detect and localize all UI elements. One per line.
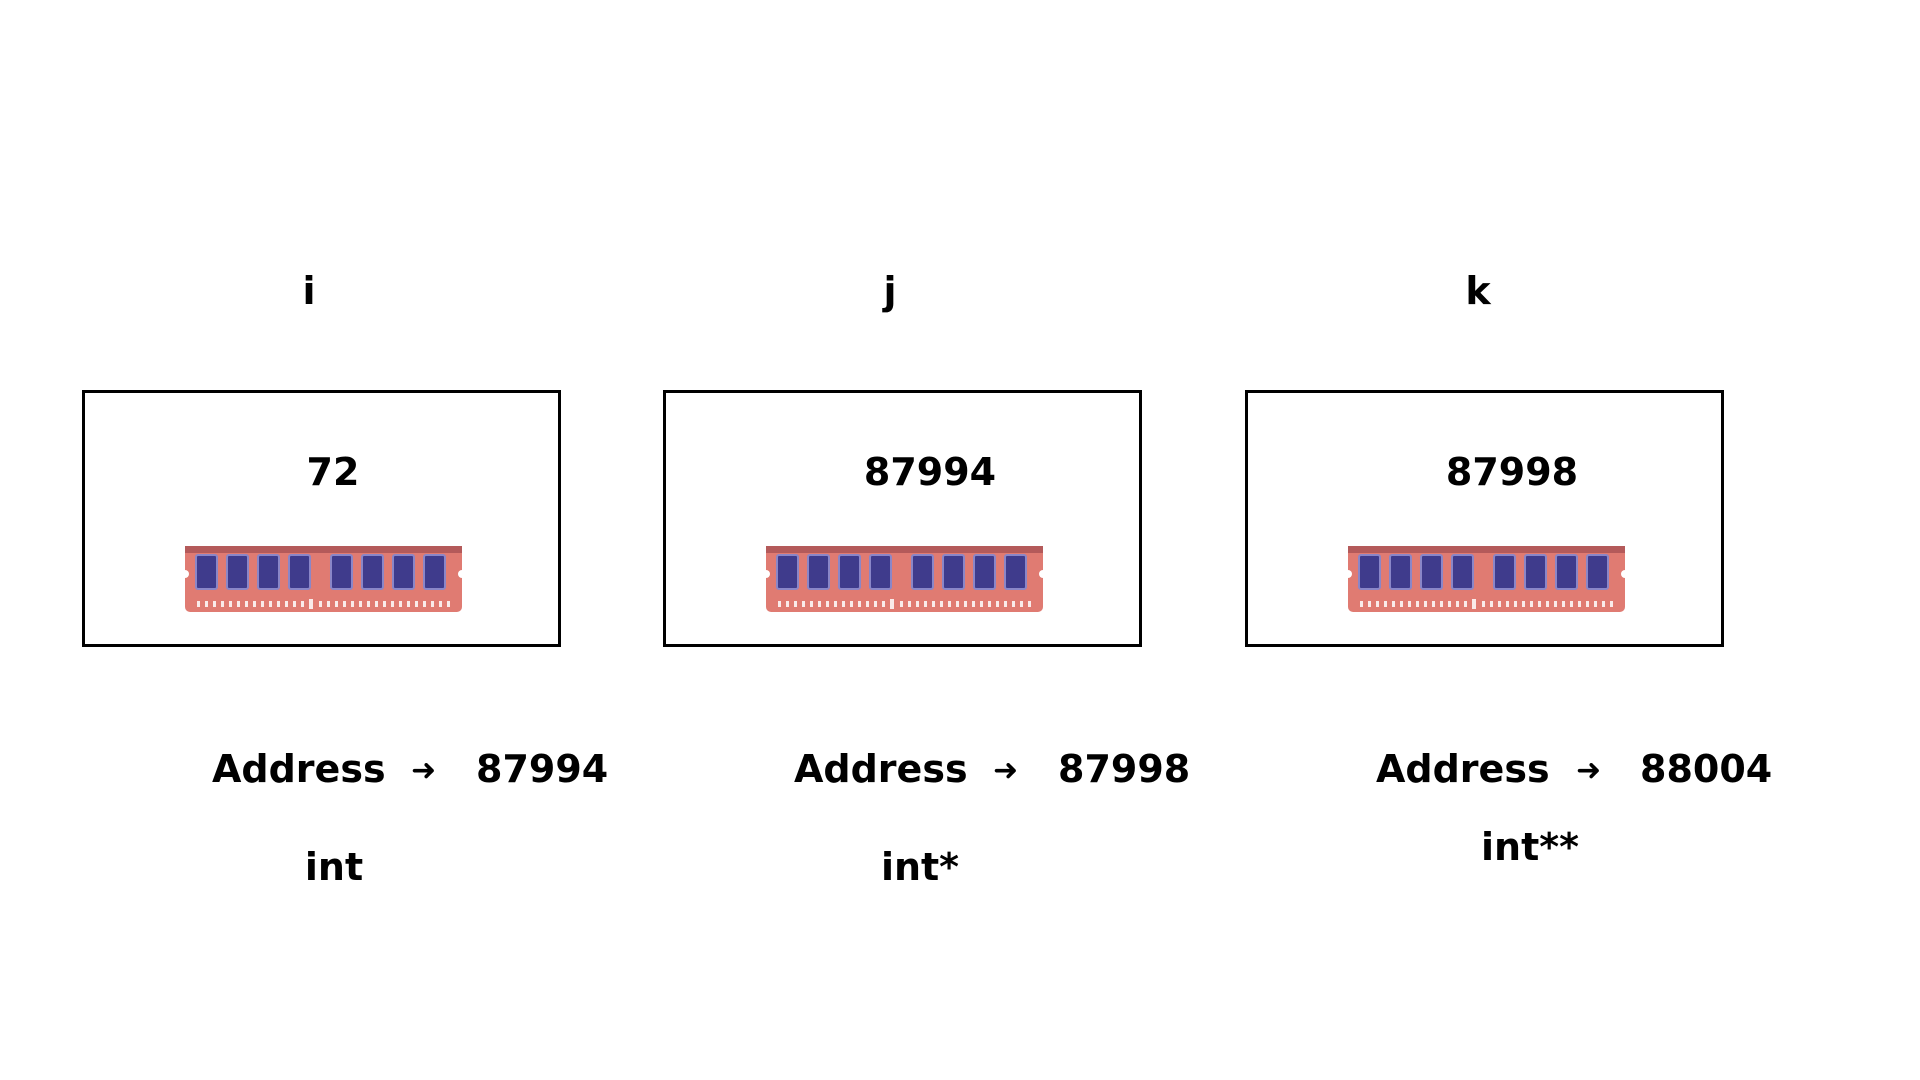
variable-name-k: k (1465, 269, 1491, 313)
ram-stick-icon (185, 546, 462, 612)
arrow-icon: ➜ (993, 753, 1019, 788)
type-label-i: int (304, 845, 364, 889)
address-row-i: Address ➜ 87994 (0, 750, 1920, 794)
address-value: 87998 (1058, 747, 1191, 791)
address-value: 88004 (1640, 747, 1773, 791)
arrow-icon: ➜ (1576, 753, 1602, 788)
memory-cell-j: 87994 (663, 390, 1142, 647)
type-label-k: int** (1481, 825, 1579, 869)
arrow-icon: ➜ (411, 753, 437, 788)
ram-stick-icon (1348, 546, 1625, 612)
address-label: Address (1376, 747, 1550, 791)
address-value: 87994 (476, 747, 609, 791)
memory-value: 87994 (863, 450, 997, 494)
address-row-k: Address ➜ 88004 (0, 750, 1920, 794)
memory-value: 87998 (1445, 450, 1579, 494)
variable-name-j: j (883, 269, 897, 313)
ram-stick-icon (766, 546, 1043, 612)
address-row-j: Address ➜ 87998 (0, 750, 1920, 794)
memory-cell-i: 72 (82, 390, 561, 647)
type-label-j: int* (880, 845, 960, 889)
memory-cell-k: 87998 (1245, 390, 1724, 647)
memory-value: 72 (306, 450, 360, 494)
address-label: Address (794, 747, 968, 791)
variable-name-i: i (302, 269, 316, 313)
address-label: Address (212, 747, 386, 791)
